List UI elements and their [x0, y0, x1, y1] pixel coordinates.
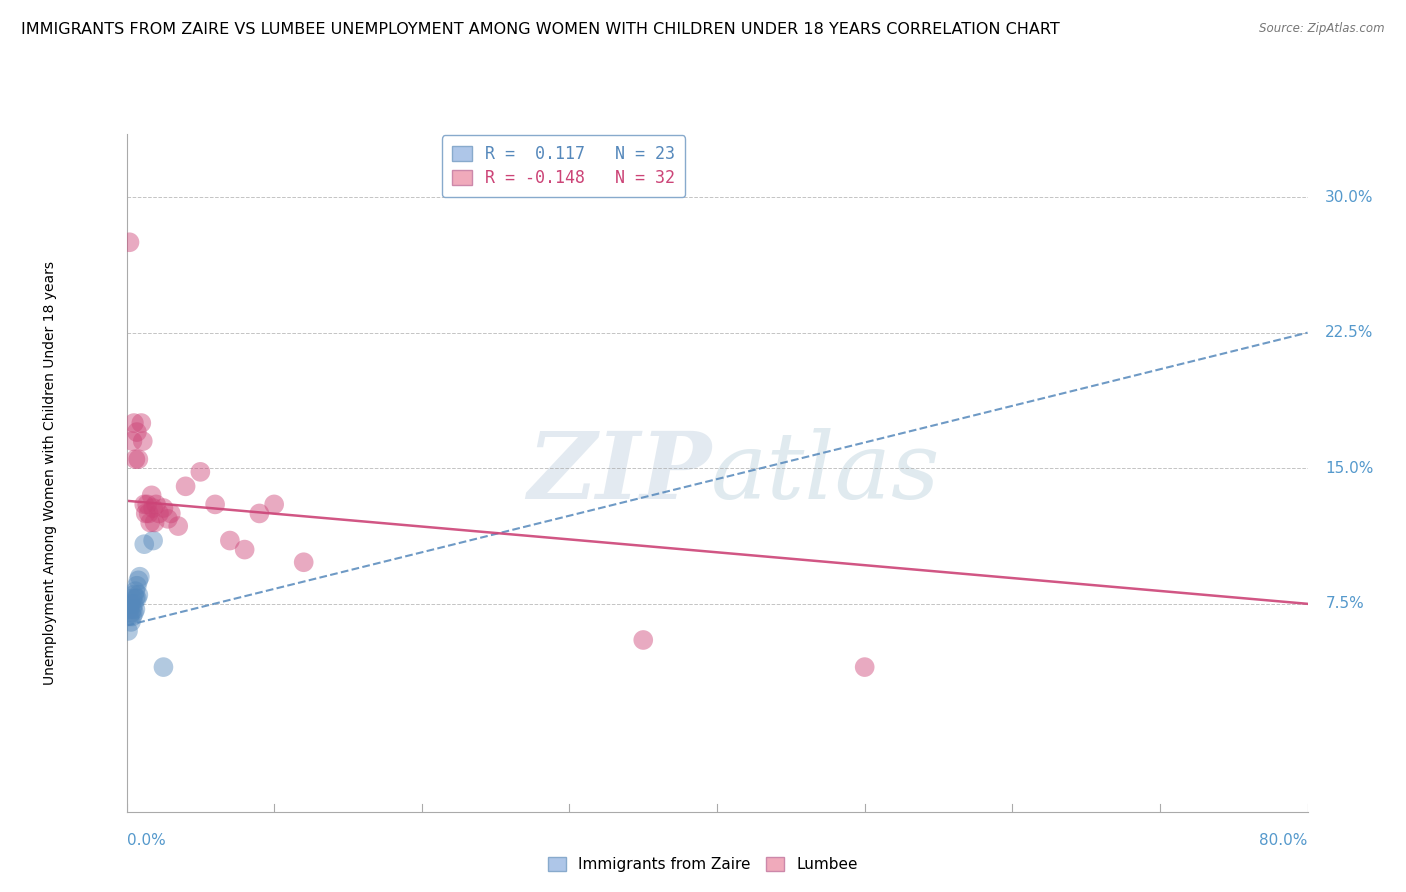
Point	[122, 416, 145, 430]
Point	[125, 591, 148, 606]
Point	[127, 452, 149, 467]
Point	[124, 591, 146, 606]
Point	[122, 597, 145, 611]
Point	[156, 512, 179, 526]
Point	[118, 609, 141, 624]
Text: 22.5%: 22.5%	[1326, 326, 1374, 340]
Point	[263, 497, 285, 511]
Point	[853, 660, 876, 674]
Point	[167, 519, 190, 533]
Text: 15.0%: 15.0%	[1326, 461, 1374, 475]
Point	[152, 660, 174, 674]
Point	[188, 465, 211, 479]
Point	[132, 434, 155, 449]
Legend: R =  0.117   N = 23, R = -0.148   N = 32: R = 0.117 N = 23, R = -0.148 N = 32	[441, 136, 685, 197]
Point	[142, 501, 165, 516]
Point	[134, 497, 156, 511]
Point	[121, 609, 143, 624]
Point	[127, 574, 149, 588]
Point	[152, 501, 174, 516]
Text: IMMIGRANTS FROM ZAIRE VS LUMBEE UNEMPLOYMENT AMONG WOMEN WITH CHILDREN UNDER 18 : IMMIGRANTS FROM ZAIRE VS LUMBEE UNEMPLOY…	[21, 22, 1060, 37]
Point	[122, 606, 145, 620]
Point	[138, 507, 160, 521]
Point	[120, 615, 142, 629]
Point	[128, 570, 150, 584]
Point	[142, 533, 165, 548]
Point	[141, 488, 163, 502]
Point	[233, 542, 256, 557]
Point	[125, 425, 148, 439]
Point	[117, 624, 139, 638]
Point	[136, 497, 159, 511]
Point	[118, 235, 141, 250]
Point	[292, 555, 315, 569]
Point	[120, 597, 142, 611]
Point	[134, 537, 156, 551]
Text: 30.0%: 30.0%	[1326, 190, 1374, 204]
Point	[121, 591, 143, 606]
Point	[118, 602, 141, 616]
Point	[129, 416, 153, 430]
Legend: Immigrants from Zaire, Lumbee: Immigrants from Zaire, Lumbee	[540, 849, 866, 880]
Text: ZIP: ZIP	[527, 428, 711, 517]
Point	[120, 606, 142, 620]
Point	[124, 584, 146, 599]
Text: atlas: atlas	[711, 428, 941, 517]
Point	[148, 507, 170, 521]
Point	[124, 452, 146, 467]
Point	[143, 516, 166, 530]
Text: 80.0%: 80.0%	[1260, 833, 1308, 848]
Point	[174, 479, 197, 493]
Point	[135, 507, 157, 521]
Text: 7.5%: 7.5%	[1326, 597, 1364, 611]
Point	[139, 516, 162, 530]
Point	[631, 632, 654, 647]
Text: Unemployment Among Women with Children Under 18 years: Unemployment Among Women with Children U…	[42, 260, 56, 685]
Point	[247, 507, 270, 521]
Point	[124, 602, 146, 616]
Point	[125, 579, 148, 593]
Point	[122, 588, 145, 602]
Point	[204, 497, 226, 511]
Point	[145, 497, 167, 511]
Point	[159, 507, 183, 521]
Text: Source: ZipAtlas.com: Source: ZipAtlas.com	[1260, 22, 1385, 36]
Point	[121, 602, 143, 616]
Point	[127, 588, 149, 602]
Point	[219, 533, 242, 548]
Point	[121, 434, 143, 449]
Text: 0.0%: 0.0%	[127, 833, 166, 848]
